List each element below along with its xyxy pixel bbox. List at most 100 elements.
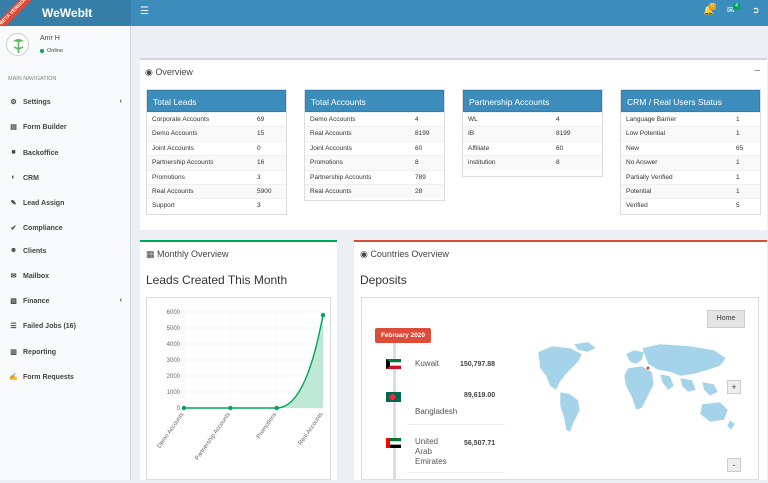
sidebar-item-finance[interactable]: ▧ Finance ‹	[0, 292, 131, 312]
nav-header: MAIN NAVIGATION	[8, 76, 57, 82]
overview-header: ◉ Overview	[145, 67, 193, 78]
row-value: 0	[257, 144, 261, 152]
table-row: Language Barrier 1	[621, 112, 760, 126]
partnership-accounts-table: WL 4 IB 8199 Affiliate 60 institution 8	[463, 112, 602, 170]
sign-out-icon[interactable]: ➲	[752, 5, 760, 15]
row-value: 60	[415, 144, 423, 152]
chevron-left-icon: ‹	[119, 297, 122, 304]
mail-badge: 4	[733, 3, 740, 10]
zoom-in-button[interactable]: +	[727, 380, 741, 394]
row-value: 1	[736, 130, 740, 138]
table-row: No Answer 1	[621, 155, 760, 170]
check-circle-icon: ✔	[10, 225, 17, 232]
online-dot-icon	[40, 48, 44, 53]
users-icon: ☻	[9, 247, 18, 254]
home-button[interactable]: Home	[707, 310, 745, 328]
row-value: 5900	[257, 187, 272, 195]
menu-toggle-icon[interactable]: ☰	[140, 6, 149, 17]
sidebar-item-reporting[interactable]: ▥ Reporting	[0, 343, 131, 363]
y-tick-label: 3000	[167, 358, 181, 364]
series-area	[184, 315, 323, 408]
user-status: Online	[40, 48, 63, 54]
kuwait-marker-icon[interactable]	[646, 366, 650, 370]
sidebar-item-crm[interactable]: ◐ CRM	[0, 169, 131, 189]
country-name: United Arab Emirates	[415, 437, 447, 466]
dashboard-icon: ◉	[145, 67, 153, 77]
crm-icon: ◐	[11, 174, 16, 181]
sidebar-item-failed-jobs[interactable]: ☰ Failed Jobs (16)	[0, 317, 131, 337]
month-badge: February 2020	[375, 328, 431, 343]
row-label: Partnership Accounts	[310, 173, 372, 181]
list-item: United Arab Emirates 56,507.71	[407, 431, 505, 473]
row-value: 3	[257, 173, 261, 181]
crm-status-panel: CRM / Real Users Status Language Barrier…	[620, 89, 761, 215]
row-label: Promotions	[310, 159, 343, 167]
data-point	[228, 405, 233, 411]
row-value: 1	[736, 159, 740, 167]
bangladesh-flag-icon	[386, 392, 401, 402]
zoom-out-button[interactable]: -	[727, 458, 741, 472]
collapse-icon[interactable]: –	[754, 65, 760, 76]
leads-chart: 6000 5000 4000 3000 2000 1000 0 Demo Accounts Pa…	[146, 297, 331, 480]
table-row: Corporate Accounts 69	[147, 112, 286, 126]
row-label: IB	[468, 130, 475, 138]
row-label: Partnership Accounts	[152, 159, 214, 167]
table-row: New 65	[621, 140, 760, 155]
world-map[interactable]	[530, 340, 745, 440]
series-line	[184, 315, 324, 409]
table-row: Real Accounts 28	[305, 183, 444, 199]
sidebar-item-label: CRM	[23, 175, 39, 182]
table-row: Affiliate 60	[463, 140, 602, 155]
row-label: institution	[468, 159, 496, 167]
total-accounts-panel: Total Accounts Demo Accounts 4 Real Accou…	[304, 89, 445, 201]
row-label: Language Barrier	[626, 116, 677, 123]
sidebar-item-label: Form Builder	[23, 124, 67, 131]
country-name: Bangladesh	[415, 407, 458, 416]
row-label: Real Accounts	[310, 130, 352, 138]
y-tick-label: 4000	[167, 342, 181, 348]
logo-area[interactable]: BETA VERSION WeWebIt	[0, 0, 131, 35]
globe-icon: ◉	[360, 249, 368, 259]
list-icon: ☰	[10, 323, 17, 330]
row-label: Verified	[626, 202, 648, 210]
sidebar-item-form-requests[interactable]: ✍ Form Requests	[0, 368, 131, 388]
sidebar-item-form-builder[interactable]: ▤ Form Builder	[0, 118, 131, 138]
row-value: 5	[736, 202, 740, 210]
table-row: IB 8199	[463, 126, 602, 141]
table-row: Demo Accounts 4	[305, 112, 444, 126]
row-value: 1	[736, 116, 740, 123]
row-label: Affiliate	[468, 144, 490, 152]
sidebar-item-compliance[interactable]: ✔ Compliance	[0, 219, 131, 239]
avatar	[6, 33, 29, 56]
user-avatar-icon	[7, 34, 28, 55]
sidebar-item-clients[interactable]: ☻ Clients	[0, 242, 131, 262]
sidebar-item-lead-assign[interactable]: ✎ Lead Assign	[0, 194, 131, 214]
notification-badge: 0	[709, 3, 716, 10]
row-value: 789	[415, 173, 426, 181]
partnership-accounts-panel: Partnership Accounts WL 4 IB 8199 Affiliat…	[462, 89, 603, 177]
uae-flag-icon	[386, 438, 401, 448]
sidebar-item-settings[interactable]: ⚙ Settings ‹	[0, 93, 131, 113]
panel-title: Total Leads	[147, 90, 286, 112]
sidebar-item-mailbox[interactable]: ✉ Mailbox	[0, 267, 131, 287]
envelope-icon[interactable]: ✉	[727, 5, 735, 15]
envelope-icon: ✉	[10, 273, 17, 280]
bell-icon[interactable]: 🔔	[703, 5, 715, 15]
row-label: WL	[468, 116, 478, 123]
sidebar-item-label: Failed Jobs (16)	[23, 323, 76, 330]
sidebar-item-label: Compliance	[23, 225, 63, 232]
app-title: WeWebIt	[42, 6, 93, 20]
row-label: Demo Accounts	[310, 116, 356, 123]
row-label: Joint Accounts	[310, 144, 352, 152]
edit-icon: ✍	[9, 374, 18, 381]
deposits-subtitle: Deposits	[360, 273, 407, 287]
calendar-icon: ▦	[146, 249, 155, 259]
building-icon: ■	[11, 149, 16, 156]
row-value: 8199	[556, 130, 571, 138]
sidebar-item-label: Backoffice	[23, 150, 59, 157]
sidebar-item-backoffice[interactable]: ■ Backoffice	[0, 144, 131, 164]
row-label: Promotions	[152, 173, 185, 181]
total-accounts-table: Demo Accounts 4 Real Accounts 8199 Joint A…	[305, 112, 444, 199]
table-row: Joint Accounts 0	[147, 140, 286, 155]
row-value: 8	[415, 159, 419, 167]
